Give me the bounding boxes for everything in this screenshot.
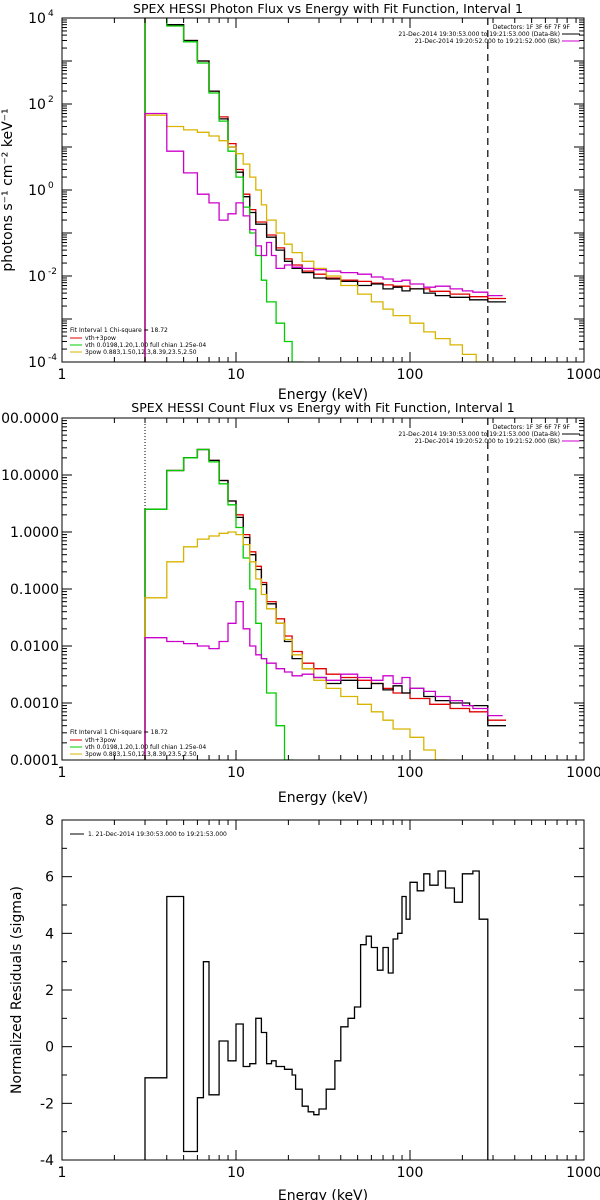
photon-y-tick-exponent: 2 <box>48 95 54 105</box>
count-fit-item: 3pow 0.883,1.50,12.3,8.39,23.5,2.50 <box>85 751 197 758</box>
residuals-x-axis-label: Energy (keV) <box>278 1188 368 1200</box>
photon-y-tick-label: 10 <box>28 183 46 199</box>
count-legend-item: 21-Dec-2014 19:20:52.000 to 19:21:52.000… <box>415 438 560 445</box>
photon-x-tick-label: 1 <box>58 367 67 383</box>
photon-legend-right: Detectors: 1F 3F 6F 7F 9F 21-Dec-2014 19… <box>398 24 580 45</box>
count-x-axis-label: Energy (keV) <box>278 790 368 806</box>
count-y-tick-label: 100.0000 <box>0 411 59 427</box>
count-legend-left: Fit Interval 1 Chi-square = 18.72 vth+3p… <box>70 729 206 758</box>
photon-y-tick-exponent: -2 <box>48 267 57 277</box>
count-fit-header: Fit Interval 1 Chi-square = 18.72 <box>70 729 168 736</box>
photon-x-tick-label: 1000 <box>566 367 600 383</box>
photon-y-tick-label: 10 <box>28 11 46 27</box>
count-axes: 1 10 100 1000 0.0001 0.0010 0.0100 0.1000 1.0000… <box>0 411 600 781</box>
photon-y-axis-label: photons s⁻¹ cm⁻² keV⁻¹ <box>0 108 16 271</box>
photon-fit-item: vth+3pow <box>85 335 116 342</box>
residuals-y-tick-label: 6 <box>45 870 54 886</box>
photon-chart-title: SPEX HESSI Photon Flux vs Energy with Fi… <box>133 1 523 16</box>
count-legend-item: 21-Dec-2014 19:30:53.000 to 19:21:53.000… <box>398 431 560 438</box>
residuals-series-0 <box>144 870 489 1160</box>
count-y-tick-label: 0.0010 <box>10 696 59 712</box>
count-y-tick-label: 1.0000 <box>10 525 59 541</box>
residuals-x-tick-label: 10 <box>227 1165 245 1181</box>
count-x-tick-label: 1000 <box>566 765 600 781</box>
count-chart-title: SPEX HESSI Count Flux vs Energy with Fit… <box>131 400 514 415</box>
residuals-y-tick-label: -4 <box>40 1153 54 1169</box>
count-flux-chart: SPEX HESSI Count Flux vs Energy with Fit… <box>0 400 600 806</box>
count-plot-area <box>144 418 506 760</box>
photon-x-tick-label: 100 <box>397 367 424 383</box>
count-y-tick-label: 0.0100 <box>10 639 59 655</box>
photon-legend-header: Detectors: 1F 3F 6F 7F 9F <box>493 24 571 31</box>
photon-y-tick-exponent: 4 <box>48 9 54 19</box>
count-x-tick-label: 100 <box>397 765 424 781</box>
count-x-tick-label: 1 <box>58 765 67 781</box>
photon-plot-area <box>144 18 506 362</box>
photon-legend-item: 21-Dec-2014 19:20:52.000 to 19:21:52.000… <box>415 38 560 45</box>
photon-fit-item: vth 0.0198,1.20,1.00 full chian 1.25e-04 <box>85 342 206 349</box>
photon-y-tick-label: 10 <box>28 97 46 113</box>
photon-legend-left: Fit Interval 1 Chi-square = 18.72 vth+3p… <box>70 327 206 356</box>
photon-series-4 <box>144 112 503 362</box>
residuals-chart: 1 10 100 1000 -4 -2 0 2 4 6 8 Energy (keV) Normali… <box>9 813 600 1200</box>
count-series-3 <box>144 531 447 760</box>
count-y-tick-label: 0.1000 <box>10 582 59 598</box>
photon-x-axis-label: Energy (keV) <box>278 387 368 403</box>
photon-fit-header: Fit Interval 1 Chi-square = 18.72 <box>70 327 168 334</box>
photon-y-tick-exponent: -4 <box>48 353 57 363</box>
residuals-x-tick-label: 1 <box>58 1165 67 1181</box>
residuals-y-tick-label: 2 <box>45 983 54 999</box>
photon-y-tick-label: 10 <box>28 269 46 285</box>
count-fit-item: vth 0.0198,1.20,1.00 full chian 1.25e-04 <box>85 744 206 751</box>
residuals-x-tick-label: 1000 <box>566 1165 600 1181</box>
photon-flux-chart: SPEX HESSI Photon Flux vs Energy with Fi… <box>0 1 600 403</box>
count-legend-header: Detectors: 1F 3F 6F 7F 9F <box>493 424 571 431</box>
count-y-tick-label: 10.0000 <box>1 468 59 484</box>
photon-y-tick-label: 10 <box>28 355 46 371</box>
residuals-axes: 1 10 100 1000 -4 -2 0 2 4 6 8 <box>40 813 600 1181</box>
residuals-y-tick-label: -2 <box>40 1096 54 1112</box>
photon-series-3 <box>144 114 490 362</box>
count-series-4 <box>144 600 503 760</box>
residuals-y-axis-label: Normalized Residuals (sigma) <box>9 886 25 1094</box>
residuals-x-tick-label: 100 <box>397 1165 424 1181</box>
residuals-y-tick-label: 4 <box>45 926 54 942</box>
residuals-legend: 1. 21-Dec-2014 19:30:53.000 to 19:21:53.… <box>70 831 227 838</box>
residuals-y-tick-label: 0 <box>45 1040 54 1056</box>
count-fit-item: vth+3pow <box>85 737 116 744</box>
count-x-tick-label: 10 <box>227 765 245 781</box>
residuals-plot-area <box>144 870 489 1160</box>
residuals-y-tick-label: 8 <box>45 813 54 829</box>
count-legend-right: Detectors: 1F 3F 6F 7F 9F 21-Dec-2014 19… <box>398 424 580 445</box>
count-y-tick-label: 0.0001 <box>10 753 59 769</box>
photon-fit-item: 3pow 0.883,1.50,12.3,8.39,23.5,2.50 <box>85 349 197 356</box>
photon-y-tick-exponent: 0 <box>48 181 54 191</box>
photon-x-tick-label: 10 <box>227 367 245 383</box>
residuals-legend-item: 1. 21-Dec-2014 19:30:53.000 to 19:21:53.… <box>88 831 227 838</box>
count-series-2 <box>144 448 293 760</box>
photon-legend-item: 21-Dec-2014 19:30:53.000 to 19:21:53.000… <box>398 31 560 38</box>
